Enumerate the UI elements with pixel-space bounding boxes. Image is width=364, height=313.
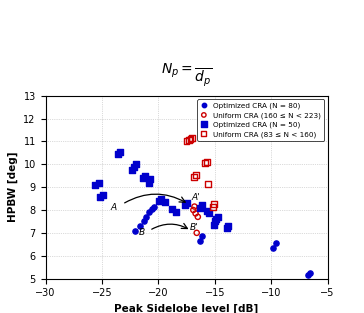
Optimized CRA (N = 50) xyxy=(199,203,205,208)
Optimized CRA (N = 80) xyxy=(270,245,276,250)
Legend: Optimized CRA (N = 80), Uniform CRA (160 ≤ N < 223), Optimized CRA (N = 50), Uni: Optimized CRA (N = 80), Uniform CRA (160… xyxy=(197,99,324,141)
Uniform CRA (83 ≤ N < 160) xyxy=(186,138,192,143)
Optimized CRA (N = 80) xyxy=(273,241,278,246)
Text: $N_p = \dfrac{\quad}{d_p}$: $N_p = \dfrac{\quad}{d_p}$ xyxy=(161,61,212,88)
Y-axis label: HPBW [deg]: HPBW [deg] xyxy=(8,152,18,222)
Optimized CRA (N = 50) xyxy=(142,173,148,178)
Uniform CRA (83 ≤ N < 160) xyxy=(193,172,198,177)
Uniform CRA (160 ≤ N < 223) xyxy=(194,230,199,235)
Optimized CRA (N = 50) xyxy=(169,206,175,211)
Uniform CRA (83 ≤ N < 160) xyxy=(184,139,190,144)
Optimized CRA (N = 80) xyxy=(306,270,312,275)
Optimized CRA (N = 50) xyxy=(97,195,103,200)
Optimized CRA (N = 50) xyxy=(96,180,102,185)
Optimized CRA (N = 50) xyxy=(115,151,120,156)
Optimized CRA (N = 50) xyxy=(100,192,106,198)
Optimized CRA (N = 50) xyxy=(174,210,179,215)
Optimized CRA (N = 80) xyxy=(197,238,203,243)
Uniform CRA (160 ≤ N < 223) xyxy=(193,211,198,216)
Optimized CRA (N = 50) xyxy=(224,226,230,231)
Optimized CRA (N = 80) xyxy=(305,273,311,278)
Uniform CRA (160 ≤ N < 223) xyxy=(190,208,196,213)
Optimized CRA (N = 50) xyxy=(182,203,188,208)
Optimized CRA (N = 50) xyxy=(131,164,136,169)
Optimized CRA (N = 50) xyxy=(158,196,163,201)
Optimized CRA (N = 50) xyxy=(147,177,153,182)
Optimized CRA (N = 80) xyxy=(199,234,205,239)
Optimized CRA (N = 80) xyxy=(149,206,154,211)
Optimized CRA (N = 50) xyxy=(197,205,203,210)
Optimized CRA (N = 50) xyxy=(140,176,146,181)
Optimized CRA (N = 80) xyxy=(146,210,152,215)
Uniform CRA (83 ≤ N < 160) xyxy=(211,202,217,207)
Optimized CRA (N = 80) xyxy=(209,105,214,110)
Text: A': A' xyxy=(191,193,200,202)
Optimized CRA (N = 50) xyxy=(117,149,123,154)
Optimized CRA (N = 50) xyxy=(215,214,221,219)
Optimized CRA (N = 80) xyxy=(151,204,157,209)
Uniform CRA (83 ≤ N < 160) xyxy=(189,136,195,141)
Optimized CRA (N = 50) xyxy=(162,199,168,204)
Optimized CRA (N = 50) xyxy=(213,219,218,224)
Uniform CRA (83 ≤ N < 160) xyxy=(191,174,197,179)
Optimized CRA (N = 50) xyxy=(211,222,217,227)
Optimized CRA (N = 80) xyxy=(137,223,143,228)
Optimized CRA (N = 80) xyxy=(132,228,138,233)
Text: A: A xyxy=(110,203,116,212)
Optimized CRA (N = 50) xyxy=(206,211,211,216)
Optimized CRA (N = 50) xyxy=(184,201,190,206)
Optimized CRA (N = 80) xyxy=(206,109,212,114)
Optimized CRA (N = 50) xyxy=(129,167,135,172)
Optimized CRA (N = 80) xyxy=(210,101,215,106)
Uniform CRA (160 ≤ N < 223) xyxy=(191,204,197,209)
Uniform CRA (160 ≤ N < 223) xyxy=(195,214,201,219)
Uniform CRA (83 ≤ N < 160) xyxy=(202,161,208,166)
Optimized CRA (N = 50) xyxy=(225,223,231,228)
Uniform CRA (83 ≤ N < 160) xyxy=(204,160,210,165)
Text: B': B' xyxy=(190,223,199,232)
Uniform CRA (83 ≤ N < 160) xyxy=(187,136,193,141)
Optimized CRA (N = 80) xyxy=(143,214,149,219)
Optimized CRA (N = 50) xyxy=(92,182,98,187)
Uniform CRA (83 ≤ N < 160) xyxy=(205,181,211,186)
Optimized CRA (N = 80) xyxy=(141,219,147,224)
Text: B: B xyxy=(138,228,145,237)
Optimized CRA (N = 50) xyxy=(146,180,152,185)
Optimized CRA (N = 50) xyxy=(156,198,162,203)
Optimized CRA (N = 50) xyxy=(204,209,210,214)
Optimized CRA (N = 50) xyxy=(133,162,139,167)
X-axis label: Peak Sidelobe level [dB]: Peak Sidelobe level [dB] xyxy=(114,304,259,313)
Uniform CRA (83 ≤ N < 160) xyxy=(210,204,216,209)
Optimized CRA (N = 50) xyxy=(214,217,219,222)
